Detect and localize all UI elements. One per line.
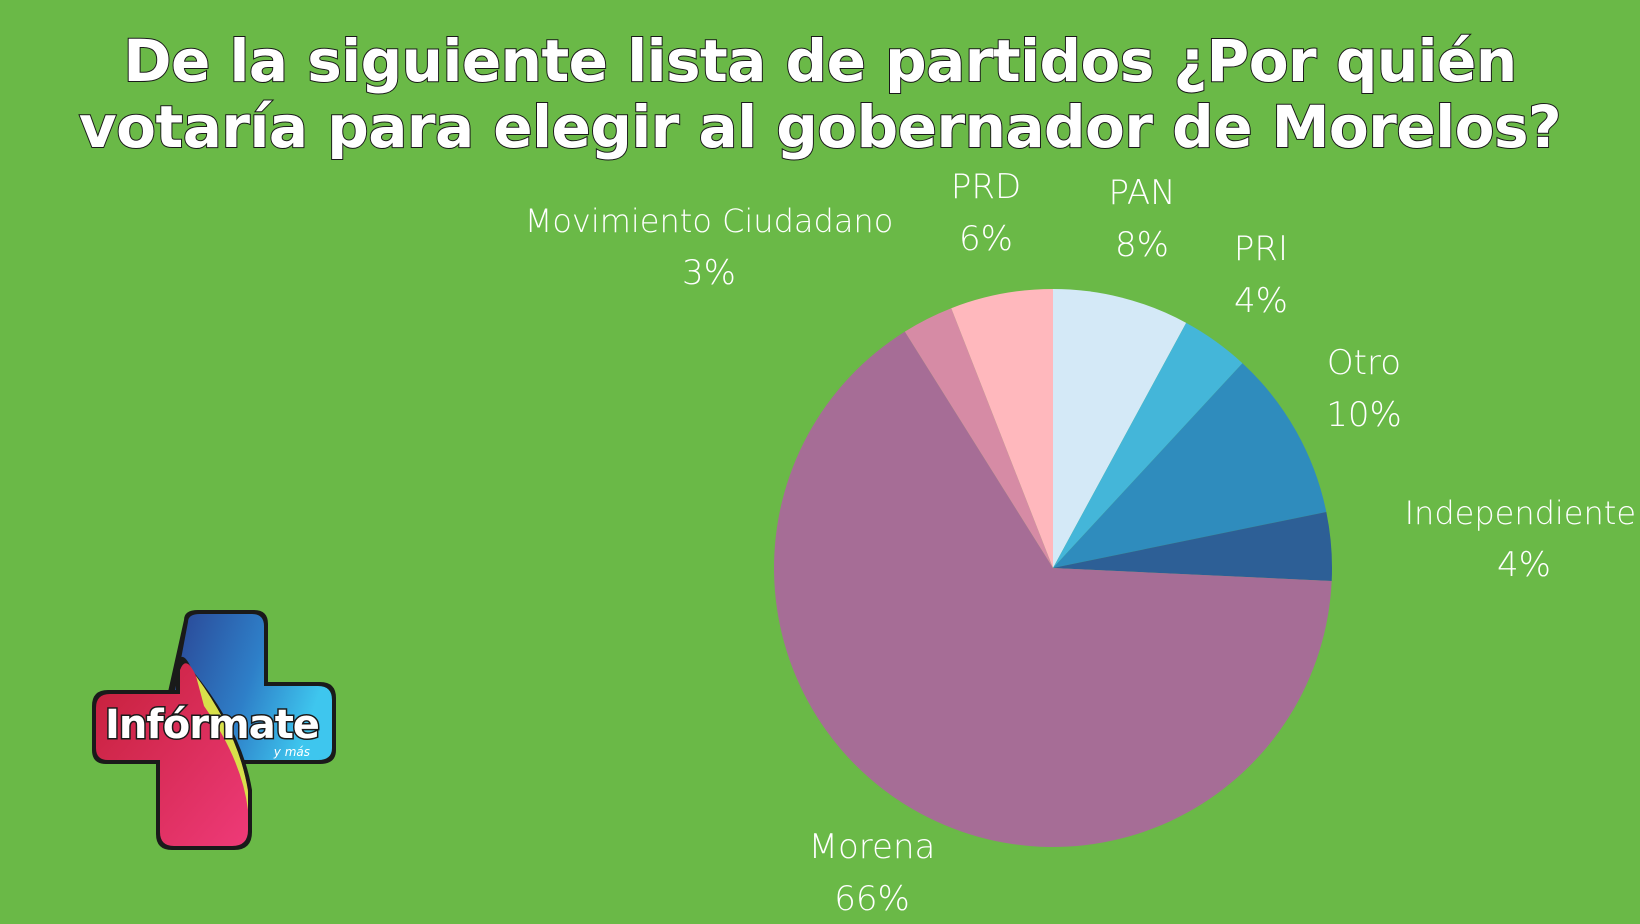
pie-slice-pri: [1053, 322, 1243, 568]
informate-logo: Infórmate y más: [92, 610, 336, 850]
slice-label-morena: Morena: [809, 827, 936, 867]
pie-slice-movimiento-ciudadano: [904, 308, 1053, 568]
chart-title: De la siguiente lista de partidos ¿Por q…: [0, 27, 1640, 161]
slice-value-pri: 4%: [1234, 281, 1288, 321]
pie-slice-independiente: [1053, 511, 1333, 582]
slice-label-independiente: Independiente: [1405, 494, 1636, 532]
slice-value-movimiento-ciudadano: 3%: [682, 253, 736, 293]
pie-slice-pan: [1053, 288, 1187, 568]
slice-value-prd: 6%: [959, 219, 1013, 259]
logo-wordmark: Infórmate: [105, 702, 319, 748]
slice-label-pri: PRI: [1234, 229, 1288, 269]
slice-value-morena: 66%: [834, 879, 910, 919]
chart-title-line-1: De la siguiente lista de partidos ¿Por q…: [122, 27, 1518, 95]
slice-value-independiente: 4%: [1497, 545, 1551, 585]
logo-tagline: y más: [273, 745, 310, 759]
pie-slices: [774, 288, 1333, 848]
pie-slice-morena: [774, 331, 1332, 848]
slice-value-otro: 10%: [1326, 395, 1402, 435]
slice-label-otro: Otro: [1327, 343, 1401, 383]
slice-label-pan: PAN: [1108, 173, 1175, 213]
pie-slice-prd: [951, 289, 1053, 568]
slice-label-prd: PRD: [951, 167, 1021, 207]
slice-label-movimiento-ciudadano: Movimiento Ciudadano: [525, 202, 894, 240]
slice-value-pan: 8%: [1115, 225, 1169, 265]
chart-title-line-2: votaría para elegir al gobernador de Mor…: [78, 93, 1563, 161]
pie-slice-otro: [1053, 363, 1327, 568]
